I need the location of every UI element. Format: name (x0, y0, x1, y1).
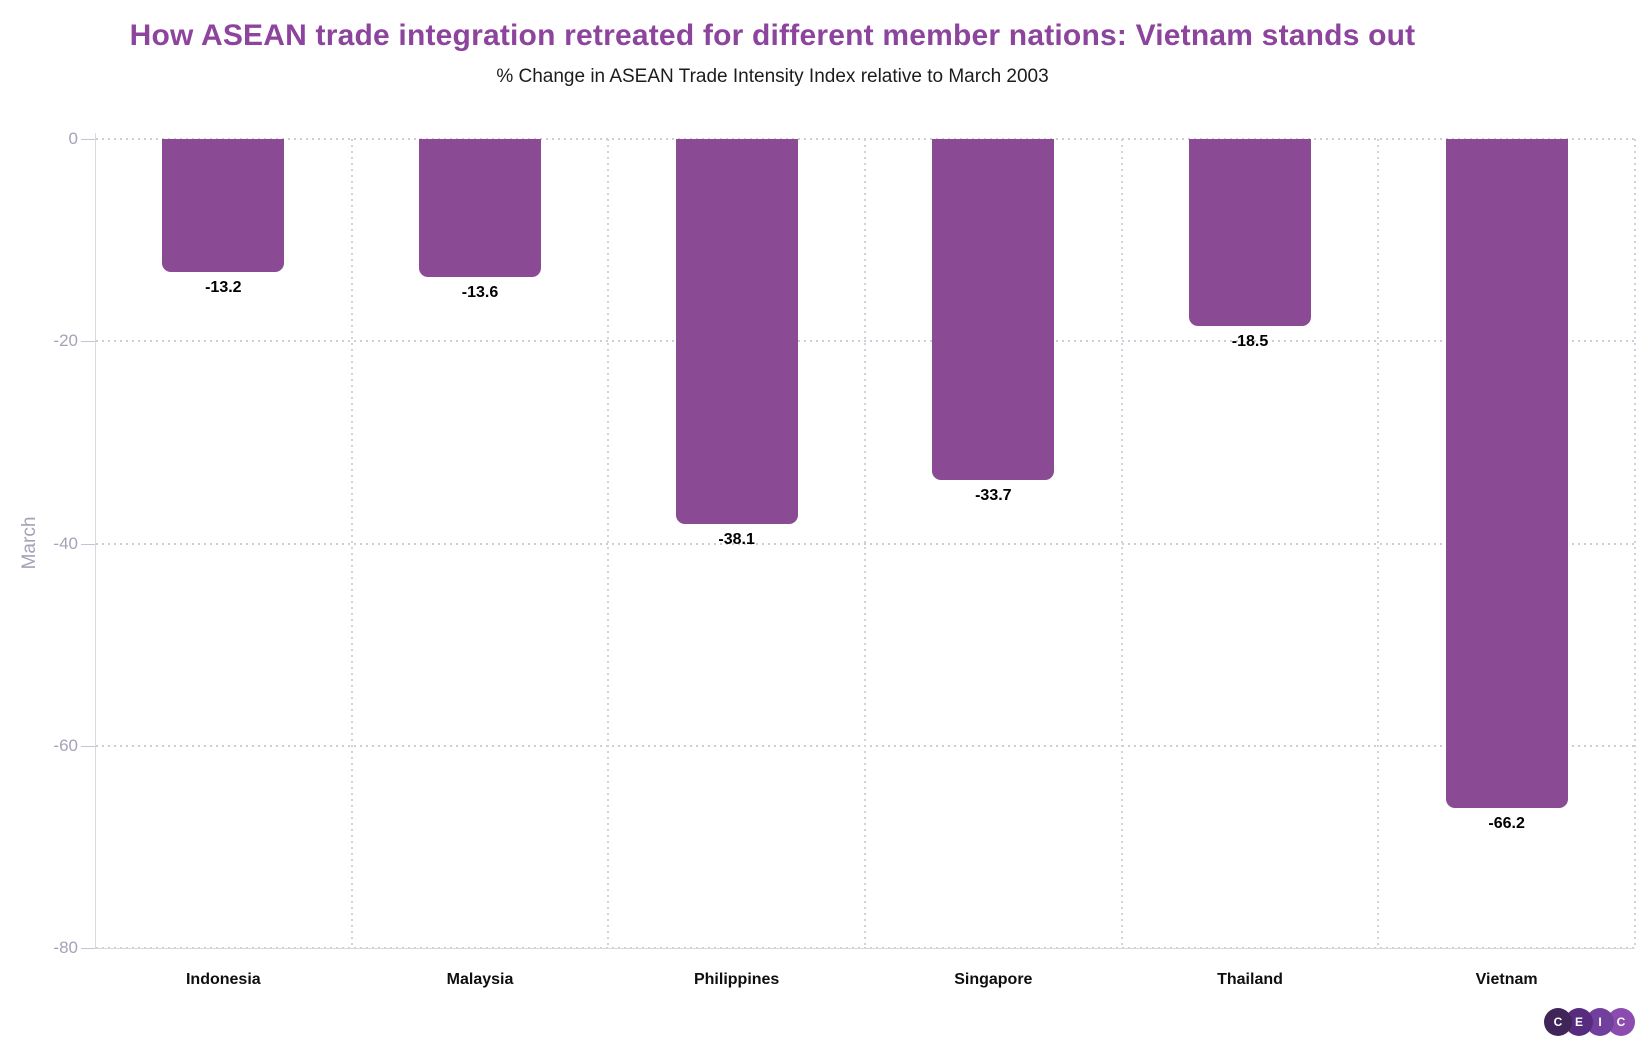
chart-subtitle: % Change in ASEAN Trade Intensity Index … (496, 66, 1049, 87)
bar-value-label: -13.2 (205, 279, 242, 297)
bar-thailand (1189, 139, 1311, 327)
x-category-label: Indonesia (185, 971, 261, 988)
x-category-label: Singapore (954, 971, 1033, 988)
bar-value-label: -13.6 (461, 283, 499, 301)
bar-singapore (932, 139, 1055, 480)
bar-philippines (675, 139, 798, 525)
bar-vietnam (1445, 139, 1568, 809)
y-tick-label: 0 (68, 129, 78, 148)
x-category-label: Philippines (693, 971, 780, 988)
y-tick-label: -40 (53, 533, 78, 553)
x-gridline (1120, 139, 1123, 948)
ceic-logo-circle: C (1544, 1008, 1572, 1036)
x-axis-line (95, 948, 1635, 949)
bar-value-label: -33.7 (975, 486, 1012, 504)
y-axis-title: March (19, 516, 40, 570)
x-gridline (864, 139, 866, 948)
y-axis-line (95, 133, 96, 949)
x-gridline (1634, 139, 1636, 948)
x-category-label: Thailand (1217, 971, 1283, 988)
y-tick-mark (81, 543, 95, 545)
x-gridline (607, 139, 610, 948)
y-tick-mark (81, 139, 95, 140)
x-gridline (350, 139, 353, 948)
bar-malaysia (419, 139, 541, 277)
y-tick-mark (81, 948, 95, 949)
bar-value-label: -66.2 (1488, 815, 1525, 833)
chart-header: How ASEAN trade integration retreated fo… (0, 0, 1545, 88)
y-tick-mark (81, 341, 95, 343)
x-gridline (1377, 139, 1380, 948)
y-tick-label: -80 (53, 938, 78, 957)
bar-value-label: -18.5 (1231, 333, 1269, 351)
chart-title: How ASEAN trade integration retreated fo… (129, 19, 1416, 52)
y-tick-mark (81, 745, 95, 747)
y-tick-label: -20 (53, 331, 78, 351)
bar-indonesia (162, 139, 285, 273)
x-category-label: Malaysia (446, 971, 514, 988)
bar-value-label: -38.1 (718, 531, 755, 549)
x-category-label: Vietnam (1475, 971, 1538, 988)
y-tick-label: -60 (53, 735, 78, 755)
